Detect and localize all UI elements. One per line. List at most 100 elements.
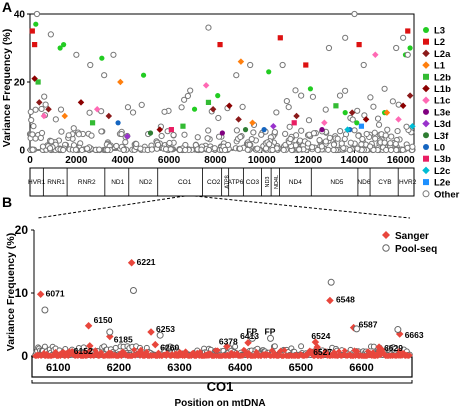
- other-point: [286, 123, 293, 130]
- other-point: [194, 134, 201, 141]
- gene-label-nd3: ND3: [265, 176, 271, 187]
- annotation-label: FP: [265, 326, 276, 336]
- point-l1c: [202, 82, 210, 89]
- other-point: [30, 123, 37, 130]
- y-tick-label: 10: [15, 286, 29, 300]
- other-point: [363, 130, 370, 138]
- point-l0: [115, 120, 121, 126]
- legend-marker-l3b: [423, 155, 429, 162]
- y-tick-label: 0: [19, 146, 25, 157]
- point-pool-seq: [41, 306, 49, 314]
- other-point: [381, 139, 388, 146]
- other-point: [88, 132, 95, 139]
- gene-label-nd2: ND2: [139, 179, 152, 186]
- point-l3e: [319, 127, 325, 133]
- other-point: [318, 143, 325, 150]
- sanger-baseline: [354, 348, 361, 355]
- other-point: [27, 108, 34, 116]
- other-point: [42, 101, 49, 108]
- point-l2b: [89, 120, 96, 126]
- gene-label-cyb: CYB: [378, 179, 391, 186]
- legend-marker-l0: [423, 144, 429, 150]
- point-sanger: [86, 342, 94, 350]
- point-l2a: [36, 99, 43, 106]
- annotation-label: 6152: [74, 346, 93, 356]
- other-point: [178, 104, 185, 111]
- x-tick-label: 6300: [167, 362, 191, 374]
- other-point: [296, 137, 304, 144]
- other-point: [181, 96, 188, 103]
- other-point: [392, 140, 399, 148]
- point-l3: [215, 93, 221, 99]
- other-point: [248, 135, 255, 143]
- legend-label-l2a: L2a: [434, 49, 451, 60]
- point-l2b: [333, 103, 339, 109]
- other-point: [72, 146, 80, 153]
- gene-label-co3: CO3: [246, 179, 260, 186]
- point-l3: [354, 120, 360, 126]
- other-point: [182, 146, 189, 154]
- point-l2b: [180, 123, 186, 129]
- other-point: [39, 143, 47, 150]
- pool-baseline: [271, 343, 278, 350]
- point-other: [298, 92, 305, 99]
- legend-marker-l3: [423, 27, 429, 33]
- pool-baseline: [80, 344, 87, 351]
- x-tick-label: 2000: [65, 155, 88, 166]
- panel-a-ylabel: Variance Frequency (%): [1, 29, 13, 147]
- other-point: [389, 98, 396, 105]
- point-sanger: [127, 259, 136, 267]
- point-l2a: [348, 109, 356, 116]
- annotation-label: FP: [246, 326, 257, 336]
- sanger-baseline: [341, 347, 348, 354]
- other-point: [204, 135, 211, 142]
- point-l2c: [409, 122, 416, 130]
- y-tick-label: 20: [14, 78, 26, 89]
- point-other: [279, 61, 286, 69]
- x-tick-label: 6500: [289, 362, 313, 374]
- point-l3: [266, 69, 272, 75]
- other-point: [239, 103, 246, 111]
- legend-label-l3f: L3f: [434, 131, 449, 142]
- panel-a-label: A: [2, 0, 12, 15]
- sanger-baseline: [214, 347, 221, 354]
- other-point: [338, 140, 345, 147]
- other-point: [205, 146, 212, 154]
- point-l1c: [372, 51, 379, 59]
- other-point: [98, 128, 105, 135]
- other-point: [41, 93, 48, 100]
- panel-b-ylabel: Variance Frequency (%): [5, 233, 17, 351]
- legend-marker-l3e: [423, 108, 429, 115]
- other-point: [287, 135, 294, 143]
- point-l2: [405, 28, 411, 34]
- other-point: [285, 103, 292, 111]
- gene-label-atp6: ATP6: [228, 179, 244, 186]
- other-point: [326, 134, 333, 141]
- annotation-label: 6629: [384, 343, 403, 353]
- point-l1: [117, 78, 124, 86]
- x-tick-label: 4000: [112, 155, 135, 166]
- point-l3f: [147, 130, 154, 136]
- other-point: [96, 146, 103, 153]
- other-point: [280, 146, 287, 154]
- annotation-label: 6253: [156, 324, 175, 334]
- other-point: [98, 108, 105, 115]
- other-point: [355, 132, 362, 139]
- point-pool-seq: [248, 334, 256, 342]
- other-point: [215, 114, 222, 122]
- annotation-label: 6527: [313, 347, 332, 357]
- point-l3: [307, 86, 314, 92]
- gene-label-co1: CO1: [178, 179, 192, 186]
- other-point: [104, 146, 111, 154]
- legend-marker-pool-seq: [382, 244, 390, 252]
- x-tick-label: 12000: [294, 155, 322, 166]
- legend-label-l3e: L3e: [434, 107, 450, 118]
- y-tick-label: 0: [21, 349, 28, 363]
- point-l2: [277, 35, 283, 41]
- other-point: [154, 141, 162, 148]
- point-l1: [249, 119, 256, 127]
- sanger-baseline: [281, 347, 288, 354]
- point-l2a: [235, 116, 242, 123]
- panel-a-points: [26, 10, 416, 154]
